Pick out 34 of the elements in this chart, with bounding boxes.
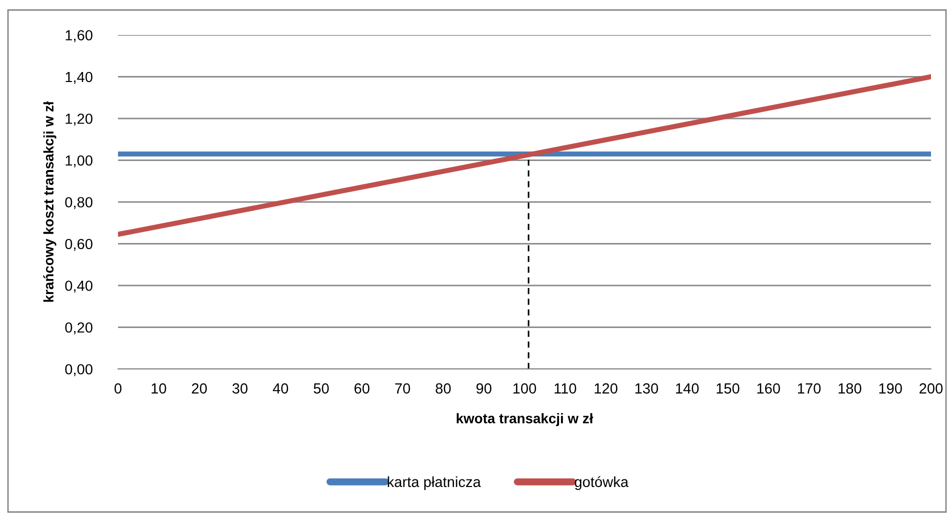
y-tick-label: 1,00 [66, 155, 92, 168]
y-tick-label: 1,60 [66, 30, 92, 42]
x-tick-label: 30 [232, 383, 248, 394]
y-tick-label: 0,60 [65, 238, 92, 251]
x-tick-label: 120 [594, 383, 618, 394]
x-tick-label: 20 [192, 383, 207, 394]
y-tick-label: 0,00 [65, 364, 92, 376]
x-tick-label: 130 [635, 383, 658, 394]
x-tick-label: 110 [554, 383, 576, 394]
x-tick-label: 10 [152, 383, 166, 394]
x-tick-label: 150 [716, 383, 740, 394]
x-tick-label: 90 [476, 383, 492, 394]
legend-label: karta płatnicza [388, 476, 481, 490]
x-tick-label: 160 [757, 383, 780, 394]
x-tick-label: 170 [798, 383, 821, 394]
y-axis-title: krańcowy koszt transakcji w zł [43, 101, 56, 302]
y-tick-label: 0,80 [65, 197, 92, 210]
x-tick-label: 100 [513, 383, 536, 394]
x-tick-label: 80 [436, 383, 451, 394]
x-tick-label: 50 [314, 383, 329, 394]
x-tick-label: 180 [838, 383, 862, 394]
y-tick-label: 0,20 [65, 322, 92, 334]
x-tick-label: 70 [395, 383, 410, 394]
y-tick-label: 1,40 [66, 72, 92, 84]
legend-label: gotówka [574, 476, 629, 490]
y-tick-label: 0,40 [65, 280, 92, 293]
x-tick-label: 60 [354, 383, 370, 394]
x-tick-label: 140 [676, 383, 699, 394]
x-tick-label: 40 [272, 383, 288, 394]
x-axis-title: kwota transakcji w zł [456, 413, 594, 426]
y-tick-label: 1,20 [66, 114, 92, 126]
x-tick-label: 0 [114, 383, 122, 394]
x-tick-label: 190 [879, 383, 902, 394]
x-tick-label: 200 [920, 383, 943, 394]
